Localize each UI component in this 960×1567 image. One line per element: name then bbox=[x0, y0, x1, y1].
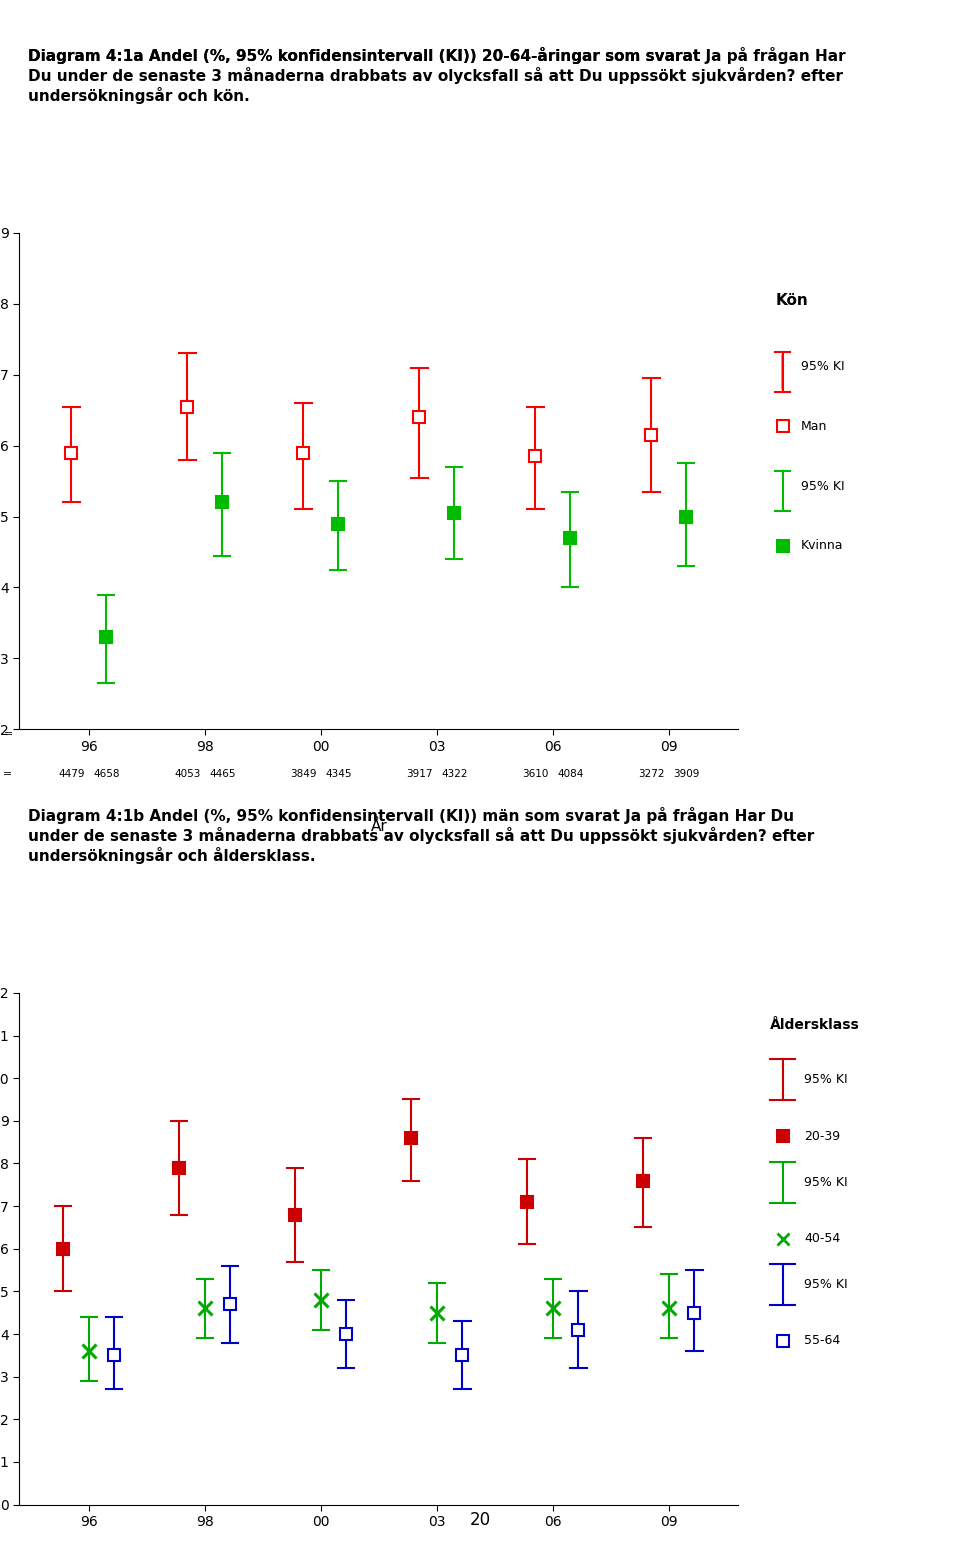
Text: 4084: 4084 bbox=[557, 769, 584, 779]
Text: 40-54: 40-54 bbox=[804, 1232, 840, 1246]
Text: 3272: 3272 bbox=[638, 769, 664, 779]
Text: Diagram 4:1a Andel (%, 95% konfidensintervall (KI)) 20-64-åringar som svarat Ja : Diagram 4:1a Andel (%, 95% konfidensinte… bbox=[29, 47, 846, 103]
Text: 55-64: 55-64 bbox=[804, 1335, 840, 1348]
Text: 4322: 4322 bbox=[441, 769, 468, 779]
Text: 4345: 4345 bbox=[325, 769, 351, 779]
Text: 20: 20 bbox=[469, 1511, 491, 1529]
Text: Kön: Kön bbox=[776, 293, 808, 307]
Text: Man: Man bbox=[801, 420, 827, 432]
Text: 95% KI: 95% KI bbox=[804, 1279, 848, 1291]
Text: År: År bbox=[371, 818, 387, 834]
Text: 4479: 4479 bbox=[59, 769, 84, 779]
Text: N =: N = bbox=[0, 729, 13, 740]
Text: 95% KI: 95% KI bbox=[804, 1073, 848, 1086]
Text: 95% KI: 95% KI bbox=[801, 480, 844, 492]
Text: 3917: 3917 bbox=[406, 769, 433, 779]
Text: Diagram 4:1b Andel (%, 95% konfidensintervall (KI)) män som svarat Ja på frågan : Diagram 4:1b Andel (%, 95% konfidensinte… bbox=[29, 807, 815, 863]
Text: 20-39: 20-39 bbox=[804, 1130, 840, 1142]
Text: Åldersklass: Åldersklass bbox=[770, 1019, 860, 1033]
Text: 3610: 3610 bbox=[522, 769, 549, 779]
Text: Kvinna: Kvinna bbox=[801, 539, 843, 552]
Text: 3849: 3849 bbox=[290, 769, 317, 779]
Text: 95% KI: 95% KI bbox=[801, 360, 844, 373]
Text: 4053: 4053 bbox=[174, 769, 201, 779]
Text: 95% KI: 95% KI bbox=[804, 1175, 848, 1189]
Text: 4465: 4465 bbox=[209, 769, 235, 779]
Text: 3909: 3909 bbox=[673, 769, 700, 779]
Text: 4658: 4658 bbox=[93, 769, 119, 779]
Text: Diagram 4:1a Andel (%, 95% konfidensintervall (KI)) 20-64-åringar som svarat: Diagram 4:1a Andel (%, 95% konfidensinte… bbox=[29, 47, 706, 64]
Text: N =: N = bbox=[0, 769, 12, 779]
